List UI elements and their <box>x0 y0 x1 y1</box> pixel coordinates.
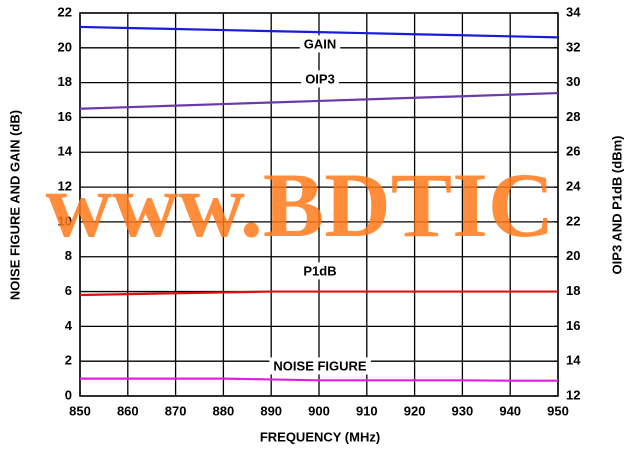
x-tick-label: 850 <box>69 403 91 418</box>
y2-tick-label: 26 <box>566 144 580 159</box>
y2-tick-label: 30 <box>566 74 580 89</box>
label-background <box>299 35 341 53</box>
y-tick-label: 20 <box>58 39 72 54</box>
x-tick-label: 900 <box>308 403 330 418</box>
y2-tick-label: 20 <box>566 248 580 263</box>
series-label: GAIN <box>304 36 337 51</box>
x-tick-label: 930 <box>452 403 474 418</box>
label-background <box>269 357 371 375</box>
plot-frame <box>79 12 559 397</box>
y-tick-label: 10 <box>58 213 72 228</box>
labels: GAIN OIP3 P1dB NOISE FIGURE <box>269 35 371 375</box>
y-tick-label: 16 <box>58 109 72 124</box>
y2-tick-label: 32 <box>566 39 580 54</box>
lines <box>79 25 559 382</box>
x-axis-label: FREQUENCY (MHz) <box>260 429 380 444</box>
x-tick-label: 910 <box>356 403 378 418</box>
y-tick-label: 14 <box>58 144 73 159</box>
y2-tick-label: 12 <box>566 387 580 402</box>
y-tick-label: 22 <box>58 4 72 19</box>
series-label: OIP3 <box>305 71 335 86</box>
y2-tick-label: 22 <box>566 213 580 228</box>
grid: 850 860 870 880 890 900 910 920 930 940 9500246810… <box>58 4 582 418</box>
y-axis-label: NOISE FIGURE AND GAIN (dB) <box>7 110 22 300</box>
label-background <box>299 262 341 280</box>
x-tick-label: 860 <box>117 403 139 418</box>
series-label: NOISE FIGURE <box>273 358 367 373</box>
x-tick-label: 880 <box>213 403 235 418</box>
y-tick-label: 8 <box>65 248 72 263</box>
x-tick-label: 920 <box>404 403 426 418</box>
y-tick-label: 12 <box>58 179 72 194</box>
x-tick-label: 870 <box>165 403 187 418</box>
x-tick-label: 890 <box>260 403 282 418</box>
y2-axis-label: OIP3 AND P1dB (dBm) <box>609 136 624 275</box>
label-background <box>301 70 339 88</box>
series-line <box>79 290 558 297</box>
series-line <box>79 91 559 110</box>
series-line <box>80 377 558 382</box>
y-tick-label: 4 <box>65 318 73 333</box>
watermark: www.BDTIC <box>46 154 555 256</box>
y2-tick-label: 16 <box>566 318 580 333</box>
y-tick-label: 18 <box>58 74 72 89</box>
y2-tick-label: 18 <box>566 283 580 298</box>
y-tick-label: 2 <box>65 353 72 368</box>
y-tick-label: 0 <box>65 387 72 402</box>
y2-tick-label: 34 <box>566 4 581 19</box>
x-tick-label: 950 <box>547 403 569 418</box>
y-tick-label: 6 <box>65 283 72 298</box>
series-line <box>79 25 559 39</box>
x-tick-label: 940 <box>499 403 521 418</box>
y2-tick-label: 28 <box>566 109 580 124</box>
y2-tick-label: 14 <box>566 353 581 368</box>
series-label: P1dB <box>303 263 336 278</box>
y2-tick-label: 24 <box>566 179 581 194</box>
